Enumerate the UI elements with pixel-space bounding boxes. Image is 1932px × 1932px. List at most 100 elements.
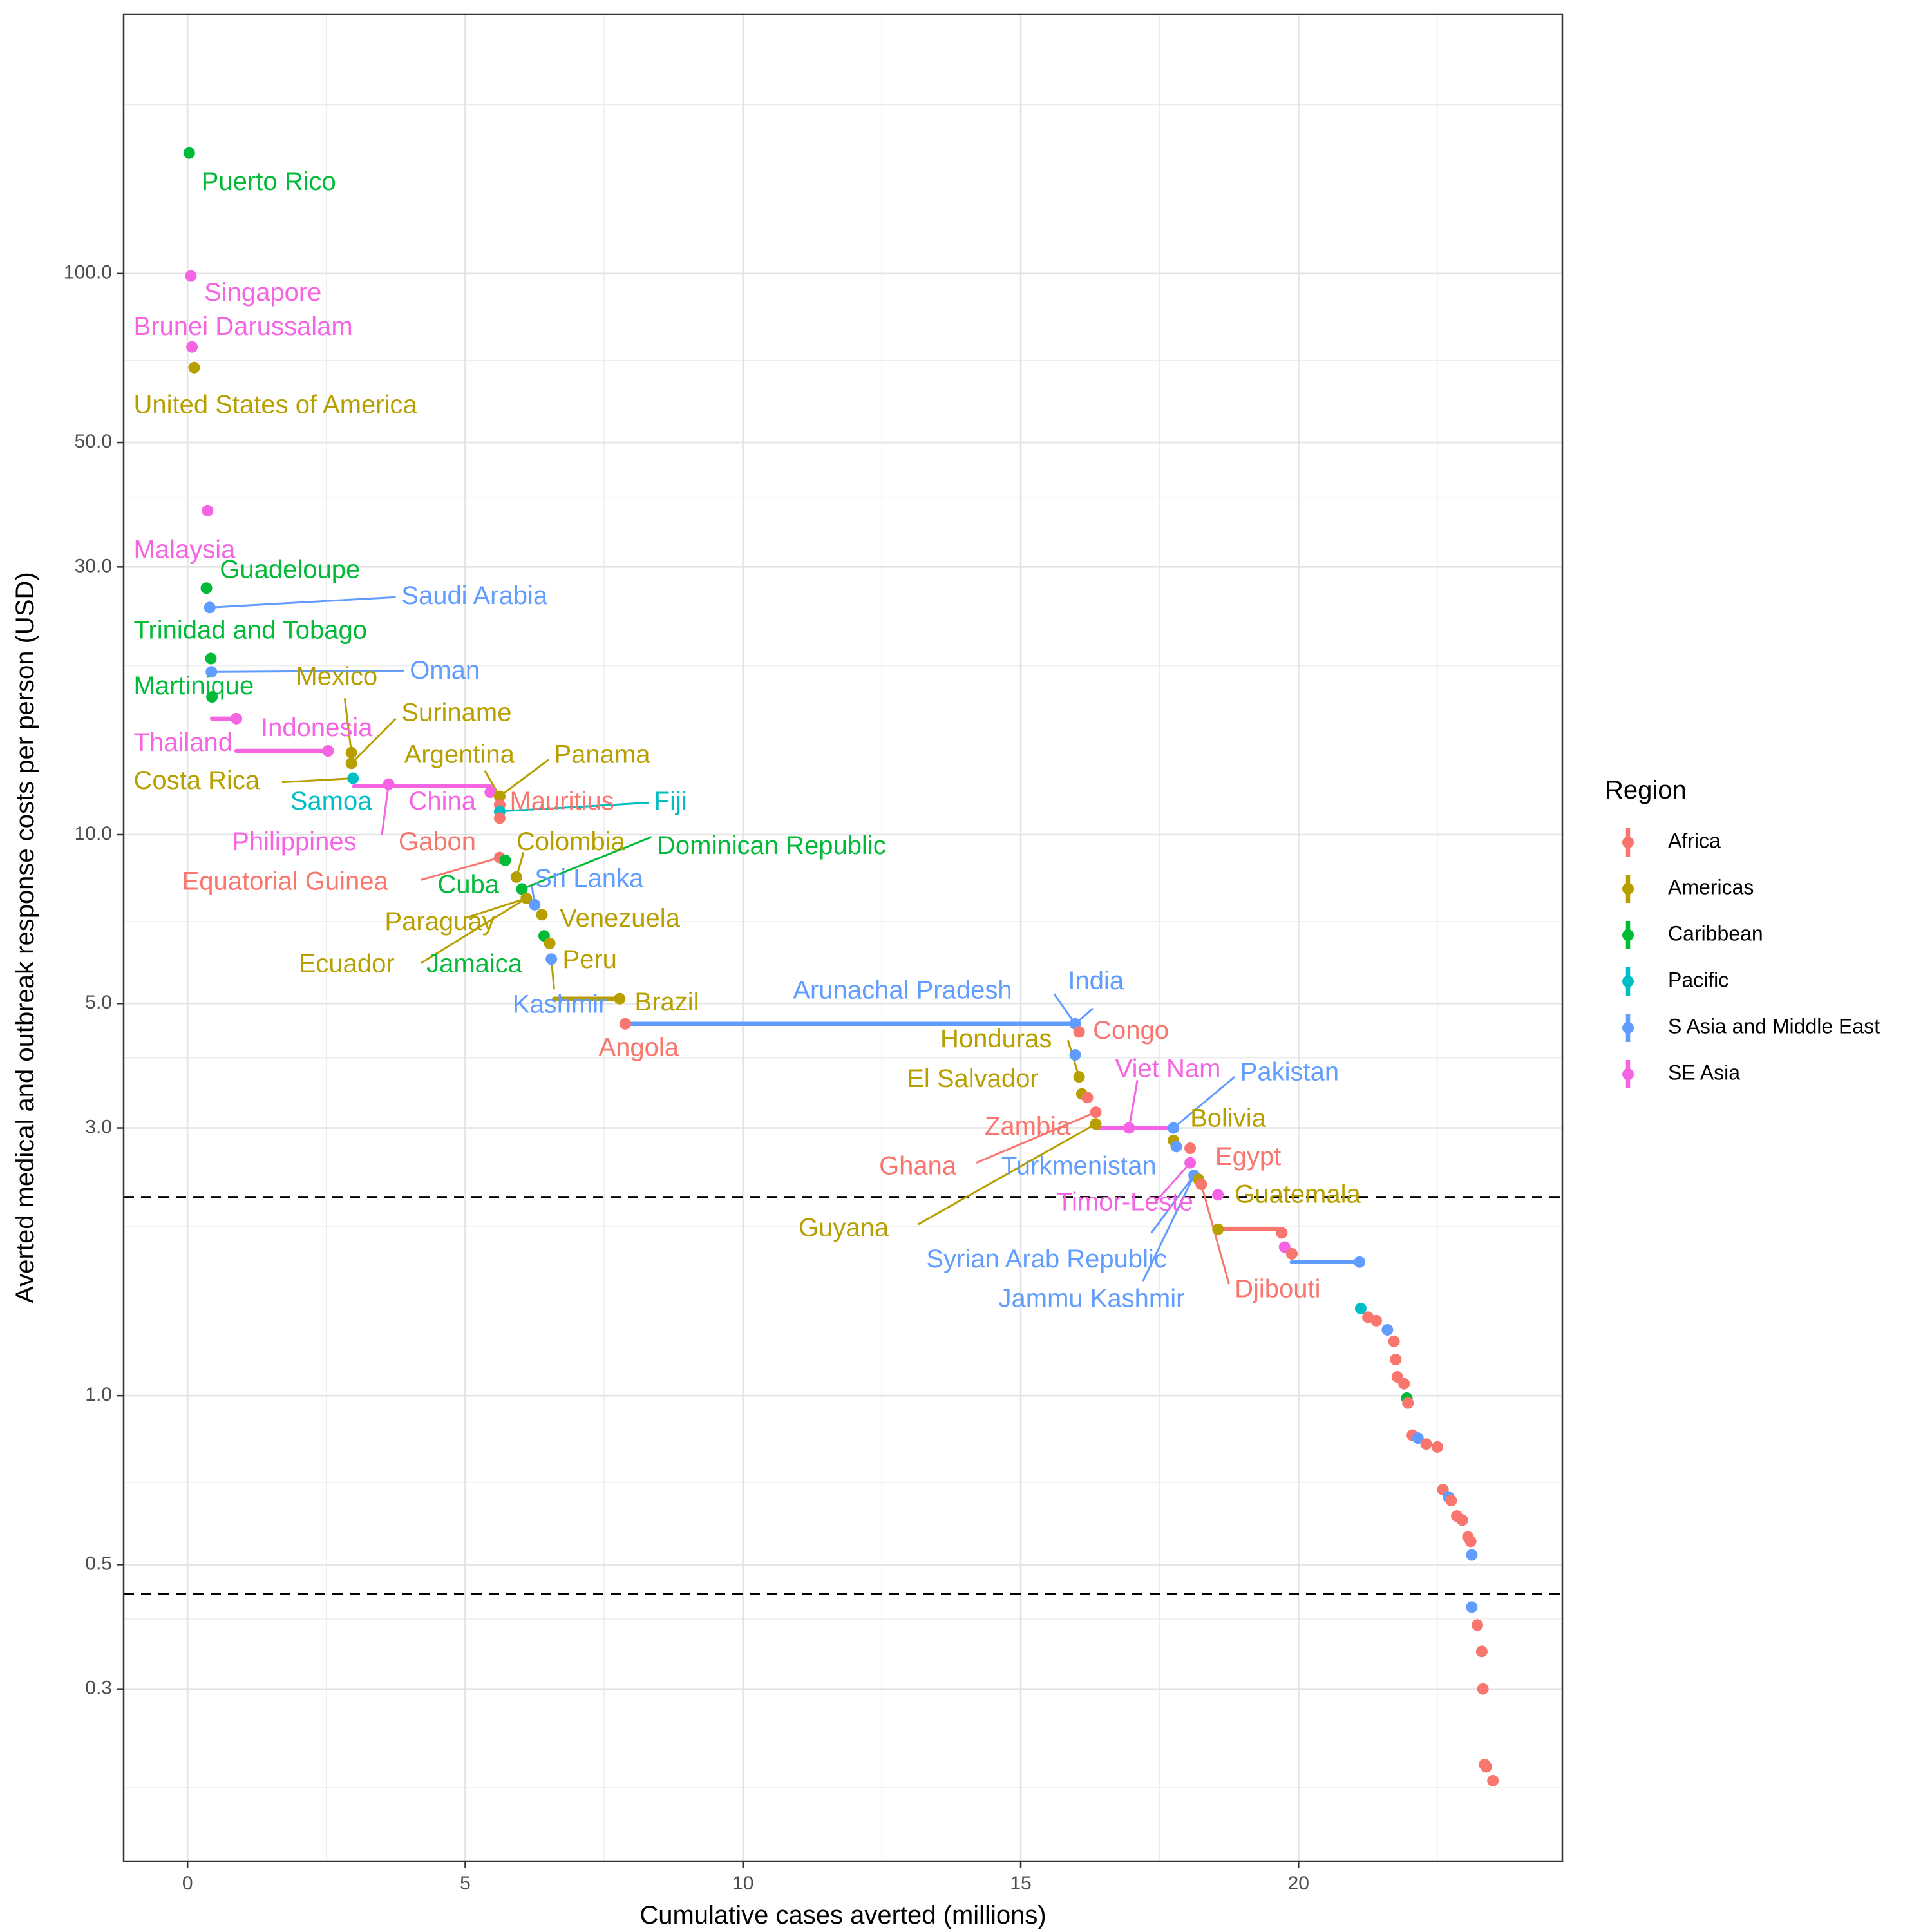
data-point	[1466, 1549, 1478, 1561]
x-tick-label: 15	[1010, 1873, 1031, 1894]
country-label: Venezuela	[560, 904, 681, 933]
country-label: Suriname	[401, 698, 511, 726]
country-label: United States of America	[134, 390, 418, 419]
data-point	[529, 898, 541, 911]
legend-label: Africa	[1668, 829, 1721, 852]
legend-key-point	[1622, 837, 1634, 848]
data-point	[510, 871, 522, 883]
data-point	[1381, 1323, 1394, 1336]
country-label: Ecuador	[299, 949, 395, 978]
label-leader-line	[499, 759, 549, 797]
data-point	[1477, 1683, 1489, 1695]
data-point	[1466, 1601, 1478, 1613]
data-point	[1069, 1048, 1081, 1061]
data-point	[536, 909, 548, 921]
data-point	[347, 772, 359, 784]
data-point	[1212, 1189, 1224, 1201]
data-point	[1480, 1761, 1492, 1773]
label-leader-line	[421, 857, 500, 881]
country-label: Philippines	[232, 828, 356, 856]
country-label: Brazil	[635, 988, 699, 1016]
data-point	[484, 786, 497, 799]
data-point	[322, 744, 334, 757]
label-leader-line	[281, 777, 354, 784]
y-tick-label: 1.0	[85, 1384, 112, 1405]
country-label: Malaysia	[134, 535, 236, 564]
data-point	[1431, 1441, 1443, 1453]
data-point	[1388, 1335, 1400, 1347]
data-point	[499, 854, 511, 866]
x-axis-title: Cumulative cases averted (millions)	[639, 1901, 1046, 1929]
country-label: Argentina	[404, 741, 515, 769]
y-tick-label: 0.5	[85, 1553, 112, 1574]
y-tick-label: 3.0	[85, 1116, 112, 1137]
country-label: Cuba	[437, 870, 499, 898]
country-labels: Puerto Rico Singapore Brunei Darussalam Uni…	[134, 167, 1361, 1313]
country-label: Samoa	[290, 787, 372, 815]
label-leader-line	[1128, 1080, 1139, 1128]
country-label: Equatorial Guinea	[182, 867, 389, 896]
y-tick-label: 100.0	[64, 262, 112, 283]
country-label: India	[1068, 967, 1124, 995]
axes: 0 5 10 15 20 0.3 0.5 1.0 3.0 5.0 10.0 30.0 50.0 100.0	[64, 262, 1309, 1894]
data-point	[1073, 1071, 1085, 1083]
label-leader-line	[211, 669, 404, 673]
legend-title: Region	[1605, 776, 1687, 804]
country-label: Costa Rica	[134, 766, 260, 795]
country-label: Djibouti	[1235, 1274, 1320, 1303]
data-point	[1090, 1106, 1102, 1119]
country-label: Sri Lanka	[535, 864, 644, 893]
data-point	[1420, 1438, 1432, 1450]
data-point	[1445, 1495, 1457, 1507]
country-label: Guadeloupe	[220, 555, 360, 583]
country-label: Indonesia	[261, 714, 373, 742]
label-leader-line	[499, 801, 649, 813]
data-point	[1081, 1092, 1094, 1104]
legend: Region Africa Americas Caribbean Pacific S A…	[1605, 776, 1880, 1088]
legend-key-point	[1622, 1068, 1634, 1080]
data-point	[204, 601, 216, 614]
data-point	[614, 992, 626, 1005]
label-leader-line	[350, 717, 397, 764]
country-label: Panama	[554, 741, 650, 769]
label-leader-line	[465, 897, 527, 919]
legend-key-point	[1622, 883, 1634, 895]
data-point	[345, 746, 357, 759]
data-point	[1464, 1535, 1477, 1548]
data-point	[1184, 1157, 1197, 1169]
data-point	[493, 790, 506, 802]
country-label: Mexico	[296, 663, 377, 691]
label-leader-line	[917, 1122, 1097, 1226]
data-point	[1168, 1122, 1180, 1134]
label-leader-line	[1053, 993, 1076, 1025]
label-leader-line	[976, 1111, 1097, 1164]
data-point	[516, 883, 528, 895]
country-label: Fiji	[654, 787, 687, 815]
data-point	[1184, 1142, 1197, 1155]
legend-key-point	[1622, 976, 1634, 987]
legend-key-point	[1622, 1022, 1634, 1034]
legend-key-point	[1622, 929, 1634, 941]
country-label: Egypt	[1215, 1142, 1281, 1171]
data-point	[206, 691, 218, 703]
country-label: Puerto Rico	[202, 167, 336, 196]
label-leader-line	[1153, 1162, 1191, 1204]
data-point	[383, 778, 395, 790]
data-point	[1212, 1223, 1224, 1235]
data-point	[200, 582, 213, 594]
data-point	[520, 892, 533, 904]
data-point	[183, 147, 195, 159]
data-point	[619, 1018, 631, 1030]
y-tick-label: 10.0	[75, 823, 112, 844]
data-point	[1472, 1619, 1484, 1631]
country-label: Dominican Republic	[657, 831, 886, 860]
reference-lines	[124, 1196, 1562, 1595]
x-tick-label: 10	[732, 1873, 753, 1894]
x-tick-label: 5	[460, 1873, 471, 1894]
country-label: Jamaica	[426, 949, 523, 978]
data-point	[1195, 1179, 1208, 1191]
data-point	[1402, 1397, 1414, 1409]
data-point	[1354, 1302, 1367, 1314]
